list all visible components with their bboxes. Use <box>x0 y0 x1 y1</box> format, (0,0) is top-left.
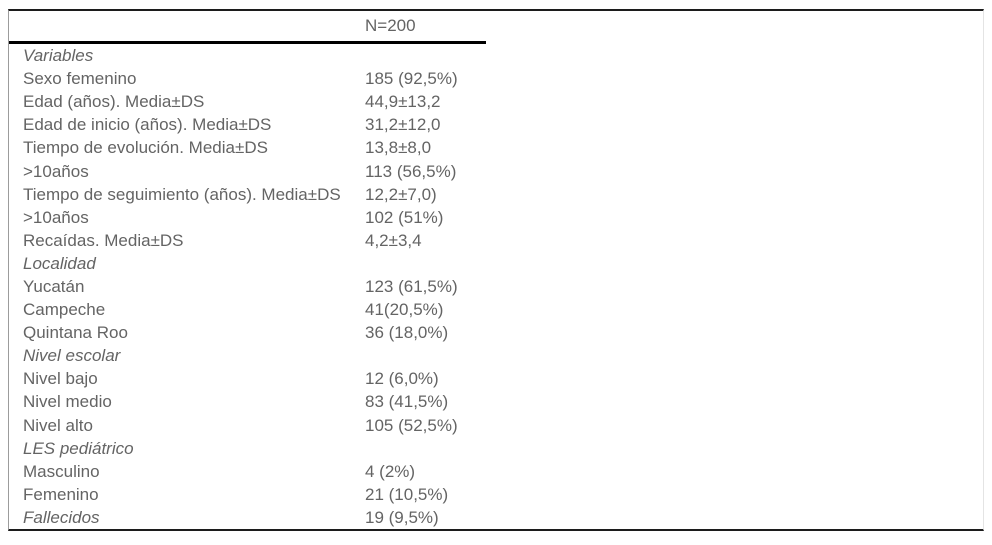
table-row: Sexo femenino 185 (92,5%) <box>9 67 983 90</box>
row-label: Fallecidos <box>23 507 100 527</box>
table-body: Variables Sexo femenino 185 (92,5%) Edad… <box>9 44 983 529</box>
row-label: Nivel escolar <box>23 346 121 366</box>
table-row: Recaídas. Media±DS 4,2±3,4 <box>9 229 983 252</box>
row-label: Nivel medio <box>23 392 112 412</box>
row-label: Campeche <box>23 300 106 320</box>
table-header-row: N=200 <box>9 11 983 41</box>
table-row: LES pediátrico <box>9 437 983 460</box>
row-label: Yucatán <box>23 276 85 296</box>
table-row: Yucatán 123 (61,5%) <box>9 275 983 298</box>
table-row: Campeche 41(20,5%) <box>9 298 983 321</box>
row-value: 83 (41,5%) <box>365 392 449 412</box>
row-label: >10años <box>23 161 89 181</box>
row-value: 123 (61,5%) <box>365 276 458 296</box>
table-row: Tiempo de evolución. Media±DS 13,8±8,0 <box>9 136 983 159</box>
row-label: Femenino <box>23 484 99 504</box>
table-row: Nivel medio 83 (41,5%) <box>9 390 983 413</box>
column-header-n: N=200 <box>365 16 416 35</box>
table-row: Nivel escolar <box>9 344 983 367</box>
table-row: Tiempo de seguimiento (años). Media±DS 1… <box>9 183 983 206</box>
row-label: Edad (años). Media±DS <box>23 92 205 112</box>
row-label: LES pediátrico <box>23 438 134 458</box>
table-row: Nivel bajo 12 (6,0%) <box>9 367 983 390</box>
row-value: 4,2±3,4 <box>365 230 422 250</box>
row-label: Sexo femenino <box>23 69 137 89</box>
row-label: Localidad <box>23 253 96 273</box>
row-value: 105 (52,5%) <box>365 415 458 435</box>
row-value: 12 (6,0%) <box>365 369 439 389</box>
row-value: 185 (92,5%) <box>365 69 458 89</box>
table-row: >10años 102 (51%) <box>9 206 983 229</box>
table-row: Femenino 21 (10,5%) <box>9 483 983 506</box>
row-value: 4 (2%) <box>365 461 416 481</box>
table-row: Variables <box>9 44 983 67</box>
table-row: >10años 113 (56,5%) <box>9 159 983 182</box>
table-row: Localidad <box>9 252 983 275</box>
table-row: Edad de inicio (años). Media±DS 31,2±12,… <box>9 113 983 136</box>
row-label: Tiempo de evolución. Media±DS <box>23 138 268 158</box>
table-row: Edad (años). Media±DS 44,9±13,2 <box>9 90 983 113</box>
row-value: 31,2±12,0 <box>365 115 441 135</box>
row-label: Edad de inicio (años). Media±DS <box>23 115 272 135</box>
patient-characteristics-table: N=200 Variables Sexo femenino 185 (92,5%… <box>8 9 984 531</box>
row-label: Recaídas. Media±DS <box>23 230 184 250</box>
row-value: 36 (18,0%) <box>365 323 449 343</box>
table-row: Nivel alto 105 (52,5%) <box>9 414 983 437</box>
row-value: 12,2±7,0) <box>365 184 437 204</box>
row-value: 21 (10,5%) <box>365 484 449 504</box>
row-value: 102 (51%) <box>365 207 444 227</box>
row-value: 19 (9,5%) <box>365 507 439 527</box>
table-row: Masculino 4 (2%) <box>9 460 983 483</box>
row-value: 41(20,5%) <box>365 300 444 320</box>
row-label: >10años <box>23 207 89 227</box>
row-label: Masculino <box>23 461 100 481</box>
row-value: 44,9±13,2 <box>365 92 441 112</box>
row-label: Quintana Roo <box>23 323 128 343</box>
header-separator-rule <box>9 41 486 44</box>
row-label: Nivel alto <box>23 415 93 435</box>
table-row: Fallecidos 19 (9,5%) <box>9 506 983 529</box>
row-label: Variables <box>23 46 94 66</box>
row-label: Tiempo de seguimiento (años). Media±DS <box>23 184 341 204</box>
row-value: 13,8±8,0 <box>365 138 432 158</box>
row-label: Nivel bajo <box>23 369 98 389</box>
row-value: 113 (56,5%) <box>365 161 457 181</box>
table-row: Quintana Roo 36 (18,0%) <box>9 321 983 344</box>
